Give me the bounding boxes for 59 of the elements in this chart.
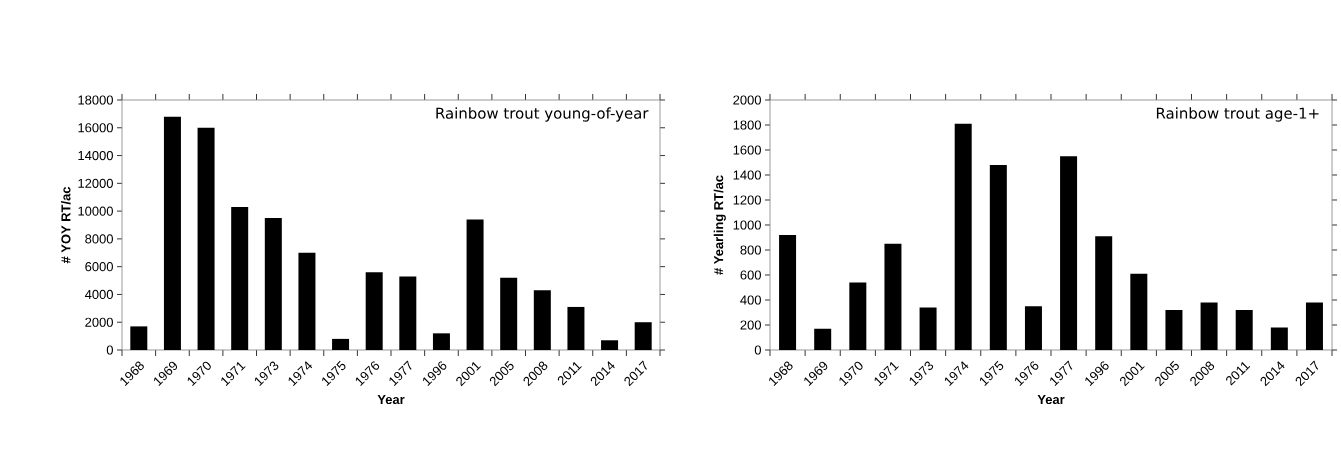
y-tick-label: 14000 [78, 150, 113, 161]
y-tick-label: 200 [740, 320, 761, 330]
bar [197, 127, 215, 350]
bar [264, 218, 282, 350]
bar [432, 333, 450, 350]
bar [365, 272, 383, 350]
y-tick-label: 2000 [85, 317, 113, 327]
bar [466, 219, 484, 350]
bar [884, 243, 902, 350]
bar [849, 282, 867, 350]
x-axis-title: Year [1037, 395, 1065, 405]
bar [130, 326, 148, 350]
bar [231, 206, 249, 350]
bar [1305, 302, 1323, 350]
bar [332, 338, 350, 350]
y-tick-label: 1000 [733, 220, 761, 230]
y-tick-label: 1600 [733, 145, 761, 155]
bar [919, 307, 937, 350]
y-tick-label: 12000 [78, 178, 113, 188]
bar [1130, 273, 1148, 350]
bar [1060, 156, 1078, 350]
y-tick-label: 8000 [85, 234, 113, 244]
bar [500, 277, 518, 350]
y-tick-label: 0 [754, 345, 761, 355]
y-tick-label: 2000 [733, 95, 761, 105]
bar [399, 276, 417, 350]
bar [567, 306, 585, 350]
y-tick-label: 400 [740, 295, 761, 305]
bar [954, 123, 972, 350]
y-tick-label: 6000 [85, 262, 113, 272]
bar [1024, 306, 1042, 350]
y-tick-label: 800 [740, 245, 761, 255]
bar [1270, 327, 1288, 350]
y-tick-label: 1200 [733, 195, 761, 205]
y-tick-label: 10000 [78, 206, 113, 216]
bar [533, 290, 551, 350]
bar [634, 322, 652, 350]
y-tick-label: 4000 [84, 289, 113, 300]
bar [1200, 302, 1218, 350]
y-axis-title: # YOY RT/ac [60, 186, 71, 264]
bar [989, 165, 1007, 350]
bar [601, 340, 619, 350]
y-tick-label: 16000 [78, 123, 113, 133]
bar [298, 252, 316, 350]
bar [779, 235, 797, 350]
bar [814, 328, 832, 350]
bar [163, 116, 181, 350]
y-tick-label: 1400 [733, 170, 761, 180]
bar [1235, 310, 1253, 350]
y-tick-label: 1800 [733, 120, 761, 130]
y-tick-label: 0 [106, 345, 113, 355]
y-tick-label: 600 [740, 270, 761, 280]
x-axis-title: Year [377, 395, 405, 405]
y-axis-title: # Yearling RT/ac [713, 175, 726, 275]
annotation: Rainbow trout age-1+ [1156, 107, 1319, 122]
annotation: Rainbow trout young-of-year [436, 107, 649, 122]
bar [1165, 310, 1183, 350]
y-tick-label: 18000 [78, 95, 113, 105]
bar [1095, 236, 1113, 350]
